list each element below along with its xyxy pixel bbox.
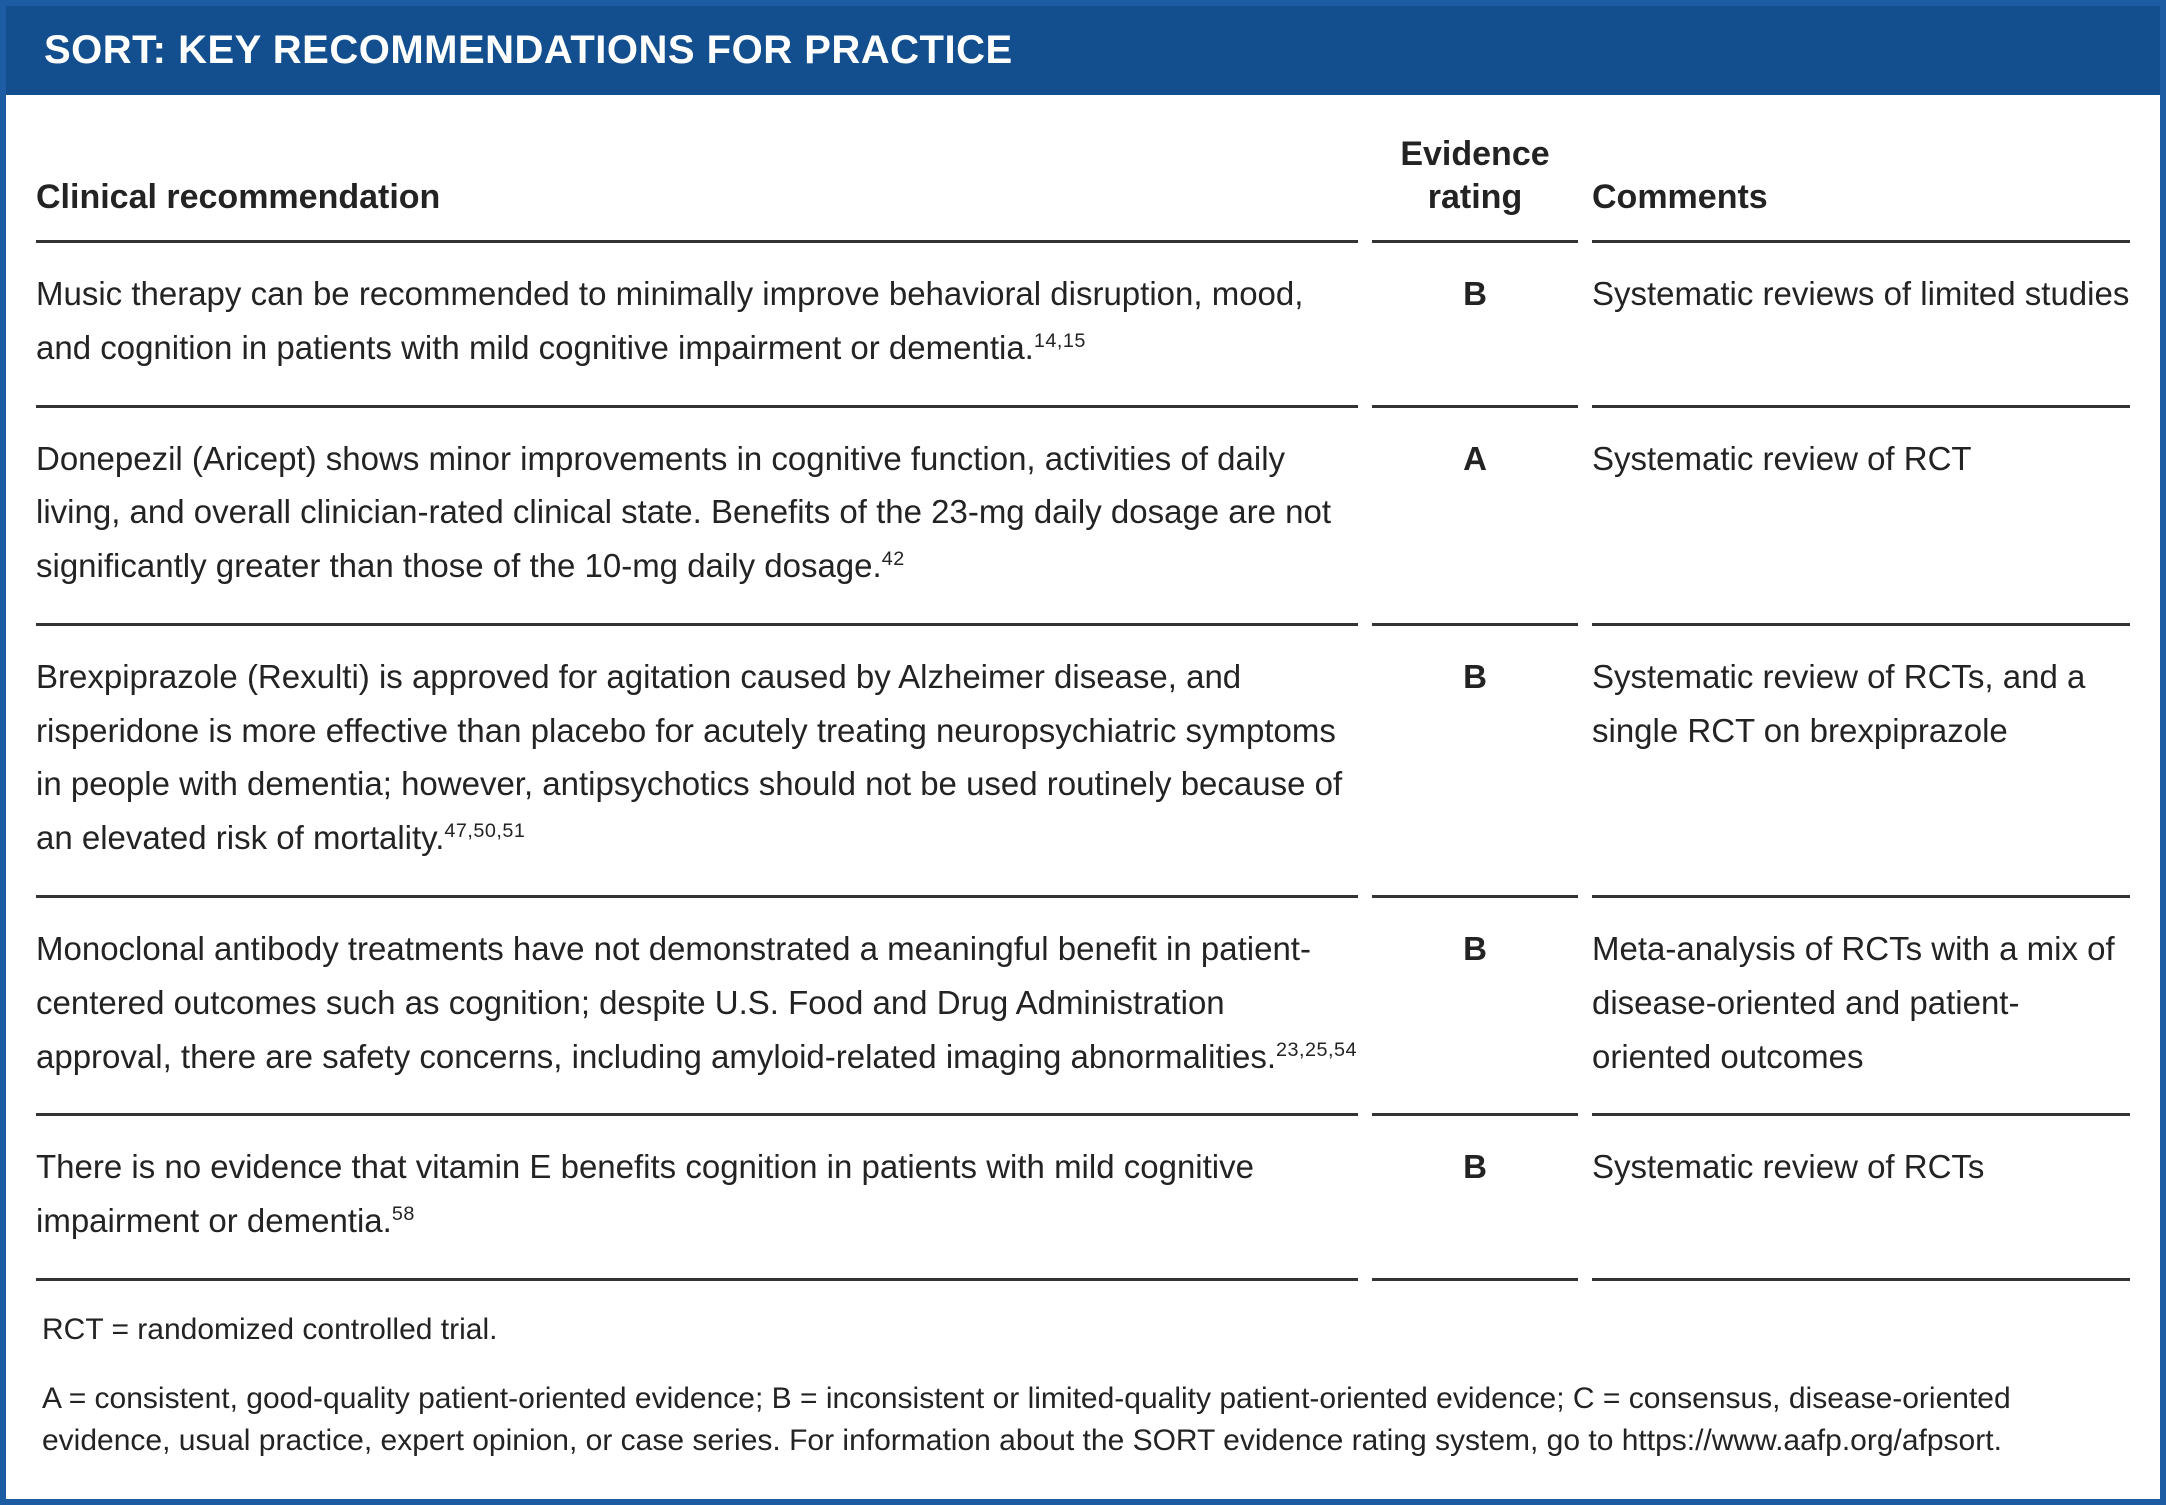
panel-title-bar: SORT: KEY RECOMMENDATIONS FOR PRACTICE [6, 6, 2160, 95]
footnote-abbreviation: RCT = randomized controlled trial. [42, 1312, 498, 1346]
recommendation-cell: Monoclonal antibody treatments have not … [36, 898, 1358, 1117]
recommendation-text: Monoclonal antibody treatments have not … [36, 930, 1311, 1075]
comment-cell: Systematic reviews of limited studies [1592, 243, 2130, 408]
comment-cell: Systematic review of RCTs, and a single … [1592, 626, 2130, 899]
recommendation-text: There is no evidence that vitamin E bene… [36, 1148, 1254, 1240]
evidence-rating-cell: B [1372, 898, 1578, 1117]
table-row: Music therapy can be recommended to mini… [36, 243, 2130, 408]
recommendation-text: Music therapy can be recommended to mini… [36, 275, 1304, 366]
table-row: Brexpiprazole (Rexulti) is approved for … [36, 626, 2130, 899]
evidence-rating-cell: A [1372, 408, 1578, 626]
evidence-rating-cell: B [1372, 626, 1578, 899]
footnotes: RCT = randomized controlled trial. A = c… [22, 1309, 2144, 1463]
comment-cell: Systematic review of RCT [1592, 408, 2130, 626]
column-header-comments: Comments [1592, 101, 2130, 243]
recommendation-cell: There is no evidence that vitamin E bene… [36, 1116, 1358, 1281]
table-row: There is no evidence that vitamin E bene… [36, 1116, 2130, 1281]
table-area: Clinical recommendation Evidence rating … [6, 101, 2160, 1463]
sort-table: Clinical recommendation Evidence rating … [22, 101, 2144, 1281]
column-header-clinical-recommendation: Clinical recommendation [36, 101, 1358, 243]
footnote-sort-definitions: A = consistent, good-quality patient-ori… [42, 1381, 2011, 1458]
header-row: Clinical recommendation Evidence rating … [36, 101, 2130, 243]
comment-cell: Meta-analysis of RCTs with a mix of dise… [1592, 898, 2130, 1117]
reference-superscript: 23,25,54 [1275, 1038, 1357, 1061]
comment-cell: Systematic review of RCTs [1592, 1116, 2130, 1281]
column-header-evidence-rating: Evidence rating [1372, 101, 1578, 243]
reference-superscript: 58 [391, 1203, 415, 1226]
evidence-rating-cell: B [1372, 243, 1578, 408]
recommendation-cell: Music therapy can be recommended to mini… [36, 243, 1358, 408]
reference-superscript: 42 [881, 548, 905, 571]
reference-superscript: 47,50,51 [444, 820, 526, 843]
recommendation-text: Brexpiprazole (Rexulti) is approved for … [36, 657, 1343, 857]
table-body: Music therapy can be recommended to mini… [36, 243, 2130, 1281]
evidence-rating-cell: B [1372, 1116, 1578, 1281]
panel-title: SORT: KEY RECOMMENDATIONS FOR PRACTICE [44, 28, 1013, 72]
recommendation-cell: Donepezil (Aricept) shows minor improvem… [36, 408, 1358, 626]
table-row: Donepezil (Aricept) shows minor improvem… [36, 408, 2130, 626]
table-row: Monoclonal antibody treatments have not … [36, 898, 2130, 1117]
reference-superscript: 14,15 [1033, 329, 1086, 352]
recommendation-text: Donepezil (Aricept) shows minor improvem… [36, 439, 1332, 585]
recommendation-cell: Brexpiprazole (Rexulti) is approved for … [36, 626, 1358, 899]
